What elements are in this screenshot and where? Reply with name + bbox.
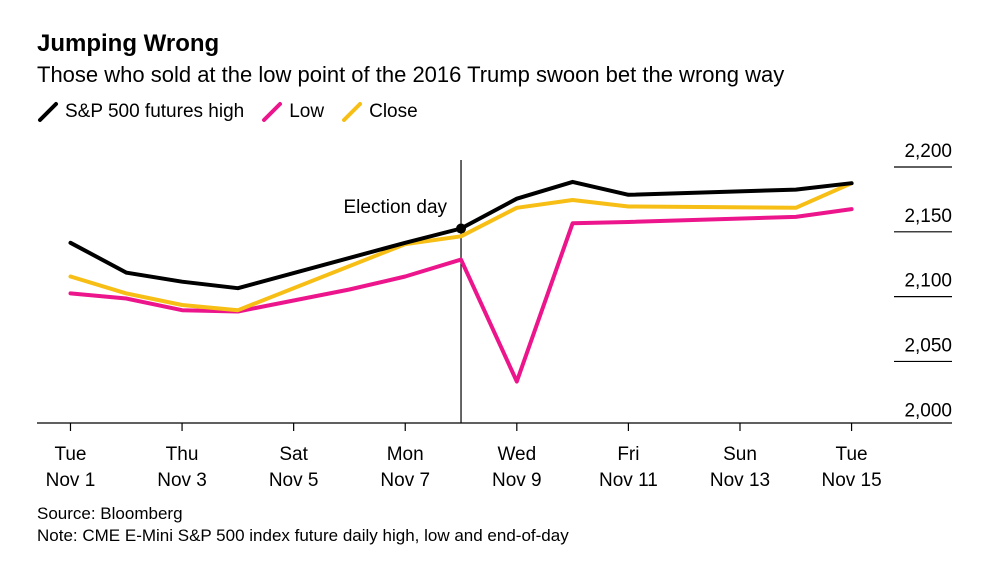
legend-swatch-low — [262, 102, 283, 122]
legend: S&P 500 futures high Low Close — [37, 101, 435, 123]
x-tick-date-2: Nov 5 — [269, 470, 319, 491]
x-tick-day-3: Mon — [387, 444, 424, 465]
legend-label-low: Low — [289, 101, 325, 122]
y-tick-label-2050: 2,050 — [904, 335, 952, 356]
x-tick-date-6: Nov 13 — [710, 470, 770, 491]
x-tick-date-3: Nov 7 — [380, 470, 430, 491]
legend-swatch-high — [38, 102, 58, 122]
x-tick-day-7: Tue — [836, 444, 868, 465]
series-line-low — [68, 207, 854, 384]
x-tick-date-0: Nov 1 — [46, 470, 96, 491]
x-tick-day-0: Tue — [54, 444, 86, 465]
chart-title: Jumping Wrong — [37, 30, 220, 57]
legend-swatch-close — [342, 102, 363, 122]
election-day-marker — [456, 223, 467, 234]
x-tick-day-5: Fri — [617, 444, 639, 465]
legend-label-high: S&P 500 futures high — [65, 101, 245, 122]
y-tick-label-2100: 2,100 — [904, 271, 952, 292]
legend-item-low: Low — [261, 101, 324, 123]
x-tick-day-2: Sat — [279, 444, 308, 465]
x-tick-day-4: Wed — [497, 444, 536, 465]
x-tick-date-7: Nov 15 — [821, 470, 881, 491]
x-tick-day-1: Thu — [166, 444, 199, 465]
x-tick-date-4: Nov 9 — [492, 470, 542, 491]
footnote: Note: CME E-Mini S&P 500 index future da… — [37, 526, 569, 545]
x-tick-date-5: Nov 11 — [599, 470, 658, 491]
y-tick-label-2000: 2,000 — [904, 400, 952, 421]
legend-label-close: Close — [369, 101, 418, 122]
chart-subtitle: Those who sold at the low point of the 2… — [37, 62, 785, 87]
election-day-label: Election day — [344, 197, 448, 218]
x-tick-date-1: Nov 3 — [157, 470, 207, 491]
legend-item-high: S&P 500 futures high — [37, 101, 244, 123]
y-tick-label-2200: 2,200 — [904, 141, 952, 162]
source-note: Source: Bloomberg — [37, 504, 183, 523]
series-line-close — [68, 181, 854, 313]
y-tick-label-2150: 2,150 — [904, 206, 952, 227]
x-tick-day-6: Sun — [723, 444, 757, 465]
legend-item-close: Close — [341, 101, 418, 123]
